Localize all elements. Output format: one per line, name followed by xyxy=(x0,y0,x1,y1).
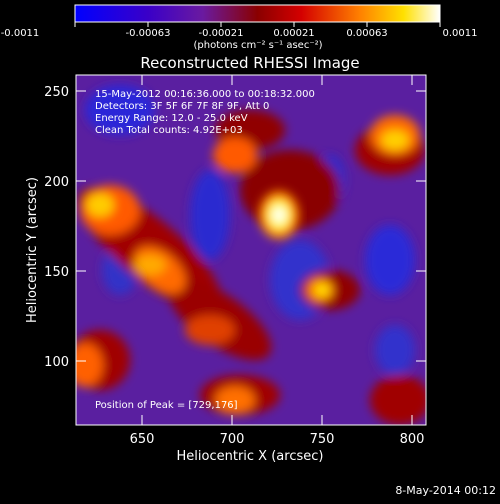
peak-position-text: Position of Peak = [729,176] xyxy=(95,400,238,411)
time-range-text: 15-May-2012 00:16:36.000 to 00:18:32.000 xyxy=(95,89,315,100)
colorbar xyxy=(74,4,441,27)
y-tick-label: 150 xyxy=(44,265,69,280)
rhessi-image xyxy=(76,75,426,425)
y-tick-label: 200 xyxy=(44,175,69,190)
plot-frame xyxy=(75,74,427,426)
counts-text: Clean Total counts: 4.92E+03 xyxy=(95,125,243,136)
x-tick-label: 700 xyxy=(220,432,245,447)
detectors-text: Detectors: 3F 5F 6F 7F 8F 9F, Att 0 xyxy=(95,101,269,112)
x-tick-label: 800 xyxy=(400,432,425,447)
x-tick-label: 750 xyxy=(310,432,335,447)
y-tick-label: 250 xyxy=(44,85,69,100)
colorbar-tick-label: 0.00063 xyxy=(346,28,387,39)
x-tick-label: 650 xyxy=(130,432,155,447)
info-overlay: 15-May-2012 00:16:36.000 to 00:18:32.000… xyxy=(95,89,315,411)
colorbar-tick-label: -0.0011 xyxy=(1,28,40,39)
axis-ticks xyxy=(76,75,426,425)
footer-date: 8-May-2014 00:12 xyxy=(395,484,496,497)
plot-title: Reconstructed RHESSI Image xyxy=(140,54,359,72)
colorbar-units-label: (photons cm⁻² s⁻¹ asec⁻²) xyxy=(193,40,322,51)
y-tick-label: 100 xyxy=(44,355,69,370)
colorbar-tick-label: 0.0011 xyxy=(443,28,478,39)
colorbar-tick-label: 0.00021 xyxy=(273,28,314,39)
energy-range-text: Energy Range: 12.0 - 25.0 keV xyxy=(95,113,248,124)
colorbar-tick-label: -0.00021 xyxy=(199,28,244,39)
y-axis-title: Heliocentric Y (arcsec) xyxy=(25,177,40,323)
colorbar-tick-label: -0.00063 xyxy=(126,28,171,39)
x-axis-title: Heliocentric X (arcsec) xyxy=(177,449,324,464)
